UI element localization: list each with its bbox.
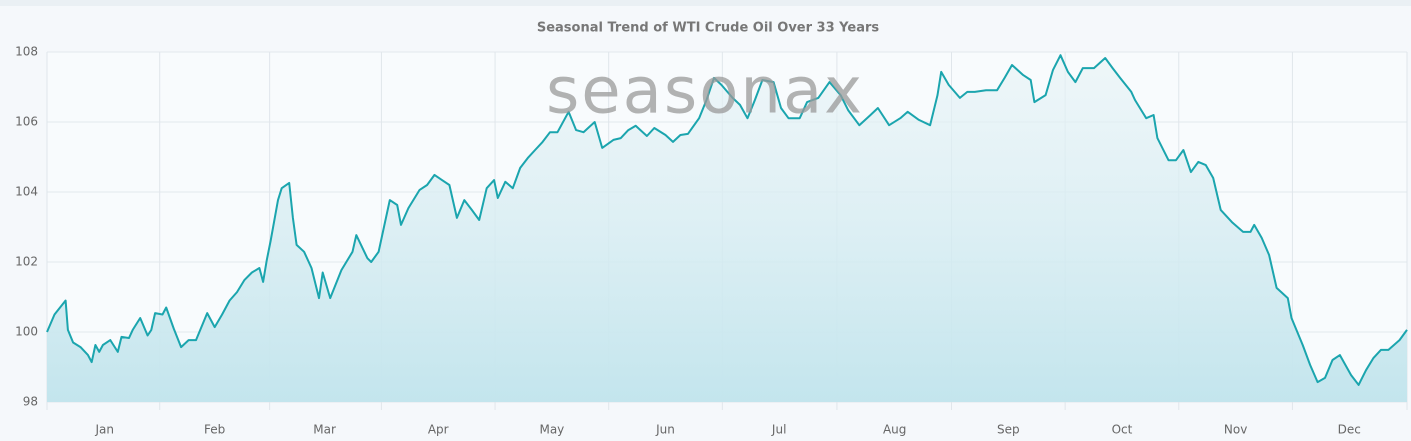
x-tick-label: Jun: [655, 423, 675, 437]
x-tick-label: Nov: [1224, 423, 1247, 437]
x-tick-label: Aug: [883, 423, 906, 437]
y-tick-label: 102: [15, 255, 38, 269]
x-tick-label: Apr: [428, 423, 449, 437]
x-tick-label: Sep: [997, 423, 1020, 437]
y-tick-label: 98: [23, 395, 38, 409]
x-tick-label: Jul: [771, 423, 786, 437]
y-tick-label: 106: [15, 115, 38, 129]
x-tick-label: Dec: [1338, 423, 1361, 437]
y-tick-label: 100: [15, 325, 38, 339]
x-tick-label: Mar: [313, 423, 336, 437]
x-tick-label: Oct: [1112, 423, 1133, 437]
watermark: seasonax: [546, 55, 864, 129]
x-tick-label: Jan: [95, 423, 115, 437]
chart-title: Seasonal Trend of WTI Crude Oil Over 33 …: [537, 21, 880, 36]
x-tick-label: May: [539, 423, 564, 437]
top-strip: [0, 0, 1411, 6]
area: [47, 55, 1407, 402]
line: [46, 54, 1408, 386]
y-tick-label: 108: [15, 45, 38, 59]
x-tick-label: Feb: [204, 423, 225, 437]
y-tick-label: 104: [15, 185, 38, 199]
